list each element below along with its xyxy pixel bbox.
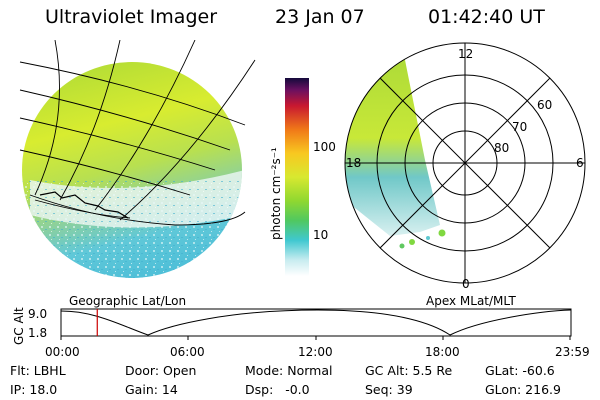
- lat-label-60: 60: [537, 98, 553, 112]
- orbit-x-tick-4: 23:59: [555, 345, 590, 359]
- orbit-left-title: Geographic Lat/Lon: [69, 294, 187, 308]
- mode-field: Mode: Normal: [245, 363, 333, 378]
- filter-field: Flt: LBHL: [10, 363, 66, 378]
- lat-label-80: 80: [494, 141, 510, 155]
- orbit-y-axis-label: GC Alt: [12, 307, 26, 345]
- gc-alt-field: GC Alt: 5.5 Re: [365, 363, 453, 378]
- orbit-x-tick-1: 06:00: [170, 345, 205, 359]
- orbit-x-ticks: [60, 336, 571, 340]
- glat-field: GLat: -60.6: [485, 363, 555, 378]
- orbit-right-title: Apex MLat/MLT: [426, 294, 516, 308]
- altitude-curve: [60, 309, 572, 336]
- geographic-image-panel: [19, 40, 256, 278]
- mlt-label-6: 6: [576, 156, 584, 170]
- mlt-label-12: 12: [458, 47, 474, 61]
- polar-grid: [344, 42, 586, 284]
- coastline: [39, 191, 129, 219]
- date-label: 23 Jan 07: [275, 6, 365, 28]
- aurora-blobs: [399, 229, 446, 249]
- ip-field: IP: 18.0: [10, 382, 58, 397]
- orbit-x-tick-3: 18:00: [425, 345, 460, 359]
- lat-label-70: 70: [512, 120, 528, 134]
- mlt-label-0: 0: [462, 277, 470, 291]
- orbit-x-tick-0: 00:00: [45, 345, 80, 359]
- colorbar-unit-label: photon cm⁻²s⁻¹: [269, 147, 283, 240]
- colorbar: [285, 78, 309, 276]
- polar-plot-panel: [344, 42, 586, 284]
- geo-grid-lines: [19, 40, 256, 226]
- seq-field: Seq: 39: [365, 382, 413, 397]
- colorbar-tick-10: 10: [313, 228, 329, 242]
- orbit-x-tick-2: 12:00: [298, 345, 333, 359]
- glon-field: GLon: 216.9: [485, 382, 561, 397]
- orbit-altitude-plot: [60, 308, 572, 340]
- mlt-label-18: 18: [346, 156, 362, 170]
- orbit-y-tick-top: 9.0: [28, 307, 48, 321]
- gain-field: Gain: 14: [125, 382, 178, 397]
- dsp-field: Dsp: -0.0: [245, 382, 310, 397]
- colorbar-tick-100: 100: [313, 140, 336, 154]
- door-field: Door: Open: [125, 363, 197, 378]
- instrument-title: Ultraviolet Imager: [45, 6, 218, 28]
- orbit-y-tick-bottom: 1.8: [28, 326, 48, 340]
- time-label: 01:42:40 UT: [428, 6, 545, 28]
